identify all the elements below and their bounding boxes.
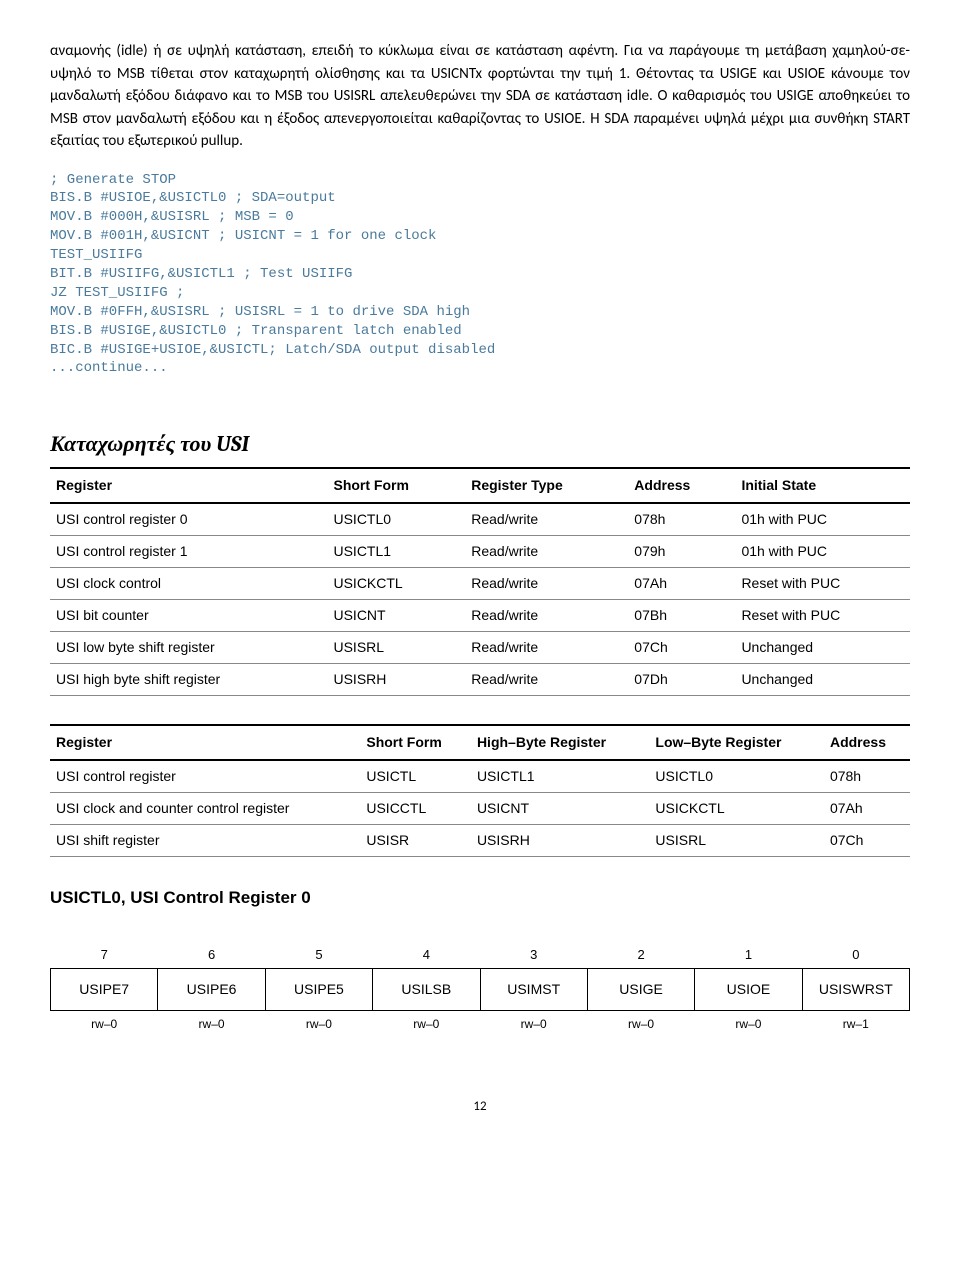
table-header: Address bbox=[824, 725, 910, 760]
table-row: USI control register 1USICTL1Read/write0… bbox=[50, 536, 910, 568]
table-cell: Read/write bbox=[465, 568, 628, 600]
table-header: Register bbox=[50, 725, 360, 760]
table-cell: USI clock and counter control register bbox=[50, 793, 360, 825]
table-row: USI control register 0USICTL0Read/write0… bbox=[50, 503, 910, 536]
table-cell: Unchanged bbox=[735, 664, 910, 696]
bit-rw: rw–1 bbox=[802, 1011, 909, 1038]
table-header: Register Type bbox=[465, 468, 628, 503]
table-cell: USICTL1 bbox=[471, 760, 649, 793]
table-header: Short Form bbox=[327, 468, 465, 503]
bit-number: 7 bbox=[51, 941, 158, 969]
table-cell: 078h bbox=[628, 503, 735, 536]
table-cell: USICTL0 bbox=[327, 503, 465, 536]
body-paragraph: αναμονής (idle) ή σε υψηλή κατάσταση, επ… bbox=[50, 40, 910, 153]
table-header: Low–Byte Register bbox=[649, 725, 824, 760]
bit-number: 1 bbox=[695, 941, 802, 969]
table-cell: Read/write bbox=[465, 503, 628, 536]
table-cell: USI control register 1 bbox=[50, 536, 327, 568]
bitfield-diagram: 76543210 USIPE7USIPE6USIPE5USILSBUSIMSTU… bbox=[50, 941, 910, 1038]
table-cell: USICKCTL bbox=[327, 568, 465, 600]
bit-name: USIPE7 bbox=[51, 969, 158, 1011]
bit-number: 5 bbox=[265, 941, 372, 969]
bit-name: USIOE bbox=[695, 969, 802, 1011]
bit-rw: rw–0 bbox=[51, 1011, 158, 1038]
table-cell: 01h with PUC bbox=[735, 536, 910, 568]
table-cell: USI control register bbox=[50, 760, 360, 793]
table-cell: USISR bbox=[360, 825, 471, 857]
table-cell: 07Dh bbox=[628, 664, 735, 696]
table-cell: Read/write bbox=[465, 664, 628, 696]
table-cell: USI low byte shift register bbox=[50, 632, 327, 664]
table-cell: 079h bbox=[628, 536, 735, 568]
table-cell: USI clock control bbox=[50, 568, 327, 600]
table-row: USI bit counterUSICNTRead/write07BhReset… bbox=[50, 600, 910, 632]
table-cell: USISRL bbox=[649, 825, 824, 857]
table-cell: USI high byte shift register bbox=[50, 664, 327, 696]
table-cell: 07Ch bbox=[824, 825, 910, 857]
table-cell: USI bit counter bbox=[50, 600, 327, 632]
table-cell: USICNT bbox=[471, 793, 649, 825]
table-cell: USISRH bbox=[327, 664, 465, 696]
table-row: USI shift registerUSISRUSISRHUSISRL07Ch bbox=[50, 825, 910, 857]
bit-number: 6 bbox=[158, 941, 265, 969]
register-table-2: RegisterShort FormHigh–Byte RegisterLow–… bbox=[50, 724, 910, 857]
table-row: USI control registerUSICTLUSICTL1USICTL0… bbox=[50, 760, 910, 793]
table-cell: Reset with PUC bbox=[735, 600, 910, 632]
bit-name: USISWRST bbox=[802, 969, 909, 1011]
table-cell: Read/write bbox=[465, 632, 628, 664]
table-cell: Unchanged bbox=[735, 632, 910, 664]
table-cell: 01h with PUC bbox=[735, 503, 910, 536]
table-cell: USISRH bbox=[471, 825, 649, 857]
table-cell: USISRL bbox=[327, 632, 465, 664]
table-cell: USICNT bbox=[327, 600, 465, 632]
table-row: USI clock and counter control registerUS… bbox=[50, 793, 910, 825]
bit-number: 0 bbox=[802, 941, 909, 969]
bit-rw: rw–0 bbox=[373, 1011, 480, 1038]
table-cell: USI control register 0 bbox=[50, 503, 327, 536]
table-cell: 078h bbox=[824, 760, 910, 793]
bit-rw: rw–0 bbox=[158, 1011, 265, 1038]
table-header: Short Form bbox=[360, 725, 471, 760]
bit-number: 3 bbox=[480, 941, 587, 969]
table-cell: Read/write bbox=[465, 536, 628, 568]
table-header: High–Byte Register bbox=[471, 725, 649, 760]
table-cell: USICTL bbox=[360, 760, 471, 793]
bit-name: USIMST bbox=[480, 969, 587, 1011]
table-cell: Reset with PUC bbox=[735, 568, 910, 600]
register-table-1: RegisterShort FormRegister TypeAddressIn… bbox=[50, 467, 910, 696]
table-cell: USI shift register bbox=[50, 825, 360, 857]
register-detail-title: USICTL0, USI Control Register 0 bbox=[50, 885, 910, 911]
table-cell: 07Ah bbox=[628, 568, 735, 600]
table-row: USI low byte shift registerUSISRLRead/wr… bbox=[50, 632, 910, 664]
code-block: ; Generate STOP BIS.B #USIOE,&USICTL0 ; … bbox=[50, 171, 910, 379]
table-cell: USICCTL bbox=[360, 793, 471, 825]
table-cell: Read/write bbox=[465, 600, 628, 632]
bit-number: 2 bbox=[587, 941, 694, 969]
table-cell: USICTL0 bbox=[649, 760, 824, 793]
table-cell: 07Ah bbox=[824, 793, 910, 825]
bit-number: 4 bbox=[373, 941, 480, 969]
section-title: Καταχωρητές του USI bbox=[50, 428, 910, 461]
page-number: 12 bbox=[50, 1097, 910, 1117]
table-header: Initial State bbox=[735, 468, 910, 503]
bit-name: USIPE5 bbox=[265, 969, 372, 1011]
table-row: USI clock controlUSICKCTLRead/write07AhR… bbox=[50, 568, 910, 600]
bit-name: USIPE6 bbox=[158, 969, 265, 1011]
bit-rw: rw–0 bbox=[480, 1011, 587, 1038]
table-row: USI high byte shift registerUSISRHRead/w… bbox=[50, 664, 910, 696]
bit-rw: rw–0 bbox=[695, 1011, 802, 1038]
bit-rw: rw–0 bbox=[265, 1011, 372, 1038]
table-cell: USICTL1 bbox=[327, 536, 465, 568]
bit-name: USIGE bbox=[587, 969, 694, 1011]
table-cell: USICKCTL bbox=[649, 793, 824, 825]
table-header: Register bbox=[50, 468, 327, 503]
table-cell: 07Ch bbox=[628, 632, 735, 664]
table-header: Address bbox=[628, 468, 735, 503]
bit-rw: rw–0 bbox=[587, 1011, 694, 1038]
bit-name: USILSB bbox=[373, 969, 480, 1011]
table-cell: 07Bh bbox=[628, 600, 735, 632]
